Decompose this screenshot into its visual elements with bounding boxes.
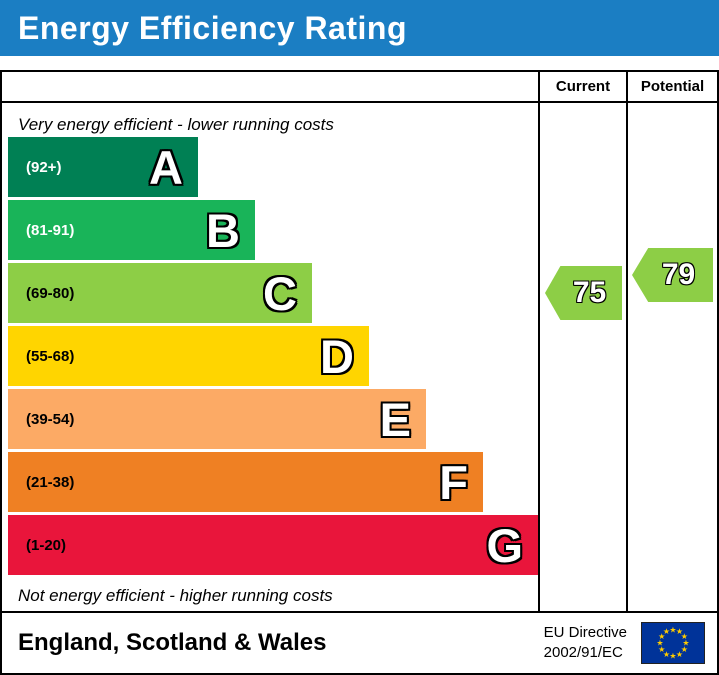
svg-text:★: ★	[682, 639, 689, 648]
svg-text:★: ★	[658, 632, 665, 641]
band-a-letter: A	[149, 140, 183, 194]
eu-flag-stars: ★ ★ ★ ★ ★ ★ ★ ★ ★ ★ ★ ★	[656, 626, 689, 661]
potential-rating-cell: 79	[626, 103, 717, 611]
band-e-letter: E	[379, 392, 411, 446]
current-rating-value: 75	[572, 276, 607, 309]
rating-bands: (92+) A (81-91) B (69-80) C (55-68) D	[2, 137, 538, 575]
potential-column-header: Potential	[626, 72, 717, 103]
svg-text:★: ★	[681, 632, 688, 641]
eu-flag: ★ ★ ★ ★ ★ ★ ★ ★ ★ ★ ★ ★	[641, 622, 705, 664]
band-b-range: (81-91)	[26, 221, 75, 239]
svg-text:★: ★	[676, 650, 683, 659]
band-g-letter: G	[486, 518, 523, 572]
svg-text:★: ★	[663, 627, 670, 636]
band-f-bar: (21-38) F	[8, 452, 483, 512]
rating-table: Current Potential Very energy efficient …	[0, 70, 719, 675]
band-d-bar: (55-68) D	[8, 326, 369, 386]
band-g-range: (1-20)	[26, 536, 67, 554]
current-rating-arrow: 75	[545, 266, 622, 320]
band-c-bar: (69-80) C	[8, 263, 312, 323]
rating-header-spacer	[2, 72, 538, 103]
current-rating-cell: 75	[538, 103, 626, 611]
band-f-letter: F	[439, 455, 468, 509]
band-f-range: (21-38)	[26, 473, 75, 491]
svg-text:★: ★	[656, 639, 663, 648]
eu-directive-text: EU Directive 2002/91/EC	[544, 623, 627, 663]
banner: Energy Efficiency Rating	[0, 0, 719, 56]
band-g-bar: (1-20) G	[8, 515, 538, 575]
potential-rating-value: 79	[661, 258, 696, 291]
band-d-letter: D	[320, 329, 354, 383]
footer: England, Scotland & Wales EU Directive 2…	[2, 611, 717, 673]
potential-rating-arrow: 79	[632, 248, 713, 302]
band-c-letter: C	[263, 266, 297, 320]
band-b-letter: B	[206, 203, 240, 257]
region-label: England, Scotland & Wales	[18, 629, 327, 656]
svg-text:★: ★	[681, 645, 688, 654]
top-note: Very energy efficient - lower running co…	[18, 115, 334, 134]
svg-text:★: ★	[676, 627, 683, 636]
svg-text:★: ★	[669, 652, 676, 661]
band-d-range: (55-68)	[26, 347, 75, 365]
svg-text:★: ★	[658, 645, 665, 654]
svg-text:★: ★	[669, 626, 676, 635]
band-b-bar: (81-91) B	[8, 200, 255, 260]
current-column-header: Current	[538, 72, 626, 103]
svg-text:★: ★	[663, 650, 670, 659]
band-c-range: (69-80)	[26, 284, 75, 302]
chart-title: Energy Efficiency Rating	[18, 9, 407, 46]
eu-directive-line2: 2002/91/EC	[543, 644, 623, 661]
band-a-range: (92+)	[26, 158, 62, 176]
rating-scale: Very energy efficient - lower running co…	[2, 103, 538, 611]
band-e-range: (39-54)	[26, 410, 75, 428]
eu-directive-line1: EU Directive	[543, 624, 627, 641]
band-e-bar: (39-54) E	[8, 389, 426, 449]
band-a-bar: (92+) A	[8, 137, 198, 197]
bottom-note: Not energy efficient - higher running co…	[18, 586, 333, 605]
